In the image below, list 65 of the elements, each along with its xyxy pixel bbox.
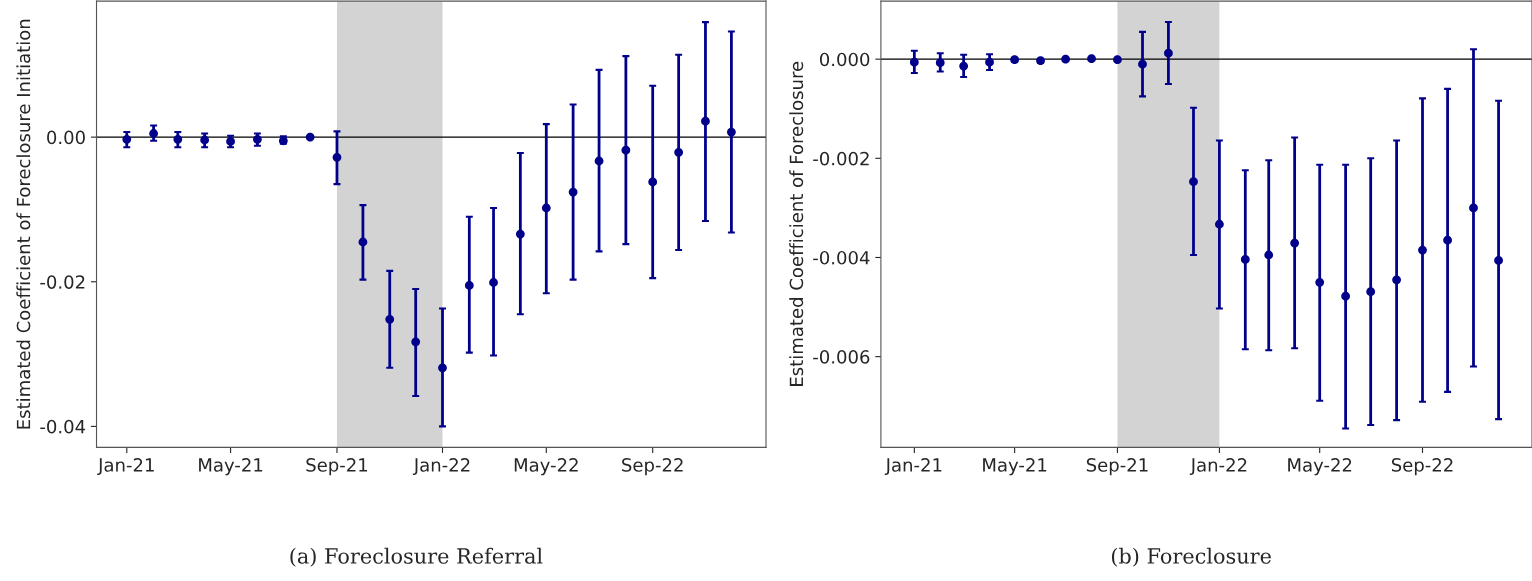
y-tick-label: -0.002 bbox=[813, 151, 869, 166]
point bbox=[1290, 238, 1300, 248]
point bbox=[621, 145, 631, 155]
point bbox=[358, 237, 368, 247]
point bbox=[173, 134, 183, 144]
x-tick-label: Sep-22 bbox=[622, 458, 683, 476]
text: (b) Foreclosure bbox=[1111, 547, 1271, 567]
x-tick-label: May-22 bbox=[1288, 458, 1352, 476]
y-tick-label: 0.000 bbox=[819, 52, 870, 67]
point bbox=[701, 116, 710, 126]
point bbox=[438, 363, 447, 373]
point bbox=[1315, 277, 1325, 287]
y-axis-title: Estimated Coefficient of Foreclosure bbox=[789, 61, 804, 386]
point bbox=[909, 57, 919, 67]
y-tick-label: 0.00 bbox=[47, 130, 85, 145]
x-tick-label: Jan-21 bbox=[97, 458, 154, 476]
x-tick-label: May-21 bbox=[199, 458, 263, 476]
point bbox=[959, 61, 969, 71]
x-tick-label: May-21 bbox=[983, 458, 1047, 476]
point bbox=[648, 177, 658, 187]
y-tick-label: -0.04 bbox=[40, 419, 86, 434]
x-tick-label: Jan-21 bbox=[884, 458, 942, 476]
point bbox=[674, 147, 684, 157]
y-tick-label: -0.006 bbox=[813, 350, 870, 364]
point bbox=[1443, 235, 1452, 245]
point bbox=[464, 280, 474, 290]
point bbox=[122, 134, 132, 144]
point bbox=[1215, 219, 1224, 229]
point bbox=[1341, 291, 1350, 301]
point bbox=[1113, 55, 1122, 65]
point bbox=[594, 156, 604, 166]
point bbox=[489, 278, 498, 287]
point bbox=[985, 57, 994, 67]
point bbox=[1138, 59, 1147, 69]
point bbox=[1418, 245, 1427, 255]
point bbox=[541, 203, 551, 213]
x-tick-label: Sep-22 bbox=[1391, 458, 1453, 476]
point bbox=[1366, 287, 1376, 297]
x-tick-label: May-22 bbox=[514, 458, 578, 476]
point bbox=[1469, 203, 1478, 213]
x-tick-label: Jan-22 bbox=[412, 458, 470, 476]
point bbox=[515, 229, 525, 239]
point bbox=[1189, 177, 1198, 187]
point bbox=[1392, 275, 1401, 285]
y-axis-title: Estimated Coefficient of Foreclosure Initiation bbox=[16, 19, 31, 429]
x-tick-label: Sep-21 bbox=[1086, 458, 1148, 476]
x-tick-label: Sep-21 bbox=[306, 458, 368, 476]
point bbox=[727, 127, 736, 137]
x-tick-label: Jan-22 bbox=[1189, 458, 1247, 476]
point bbox=[305, 132, 315, 142]
point bbox=[1061, 54, 1071, 64]
point bbox=[385, 314, 395, 324]
point bbox=[1240, 255, 1250, 264]
y-tick-label: -0.02 bbox=[40, 275, 85, 289]
point bbox=[1164, 48, 1173, 58]
point bbox=[411, 337, 421, 347]
point bbox=[332, 152, 342, 162]
point bbox=[935, 58, 945, 68]
point bbox=[149, 129, 158, 138]
text: (a) Foreclosure Referral bbox=[290, 547, 543, 567]
point bbox=[1264, 250, 1274, 260]
point bbox=[1087, 54, 1096, 64]
point bbox=[1494, 256, 1503, 265]
y-tick-label: -0.004 bbox=[813, 250, 870, 265]
point bbox=[568, 187, 578, 197]
